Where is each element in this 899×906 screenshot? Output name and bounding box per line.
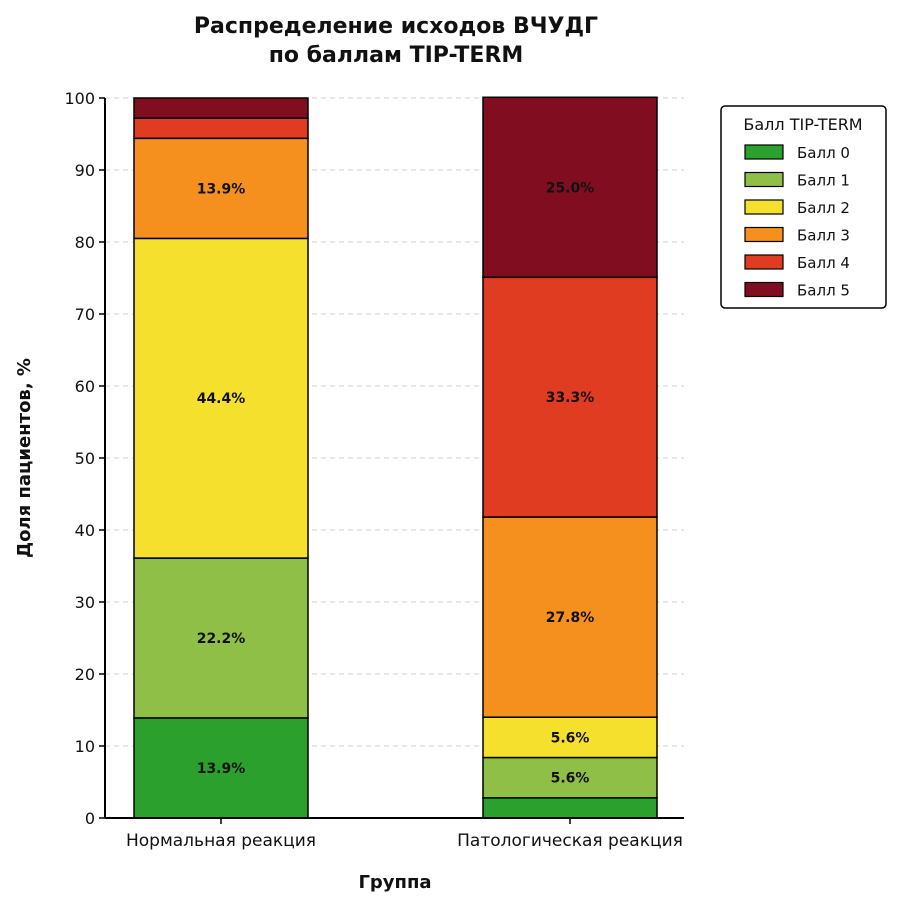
data-label: 5.6% [551,730,590,746]
grid-lines [105,97,684,747]
chart-title-line-1: Распределение исходов ВЧУДГ [194,14,598,39]
legend-swatch [744,226,784,243]
data-label: 13.9% [197,761,246,777]
bar-segment [482,516,658,718]
x-tick-label: Нормальная реакция [126,831,316,851]
data-label: 27.8% [546,610,595,626]
y-tick-label: 10 [75,737,95,756]
data-label: 33.3% [546,390,595,406]
bar-segment [482,797,658,819]
y-tick-label: 70 [75,305,95,324]
legend-swatch [744,144,784,160]
chart-title-line-2: по баллам TIP-TERM [269,43,524,68]
x-axis-label: Группа [358,872,431,893]
legend-label: Балл 4 [797,254,850,272]
y-axis-ticks: 0 10 20 30 40 50 60 70 80 90 100 [64,89,105,828]
bar-segment [133,117,309,140]
legend-label: Балл 1 [797,172,850,190]
legend-label: Балл 3 [797,227,850,245]
x-axis-ticks: Нормальная реакция Патологическая реакция [126,818,683,851]
bar-segment [482,276,658,518]
legend-swatch [744,199,784,215]
data-label: 13.9% [197,181,246,197]
y-axis-label: Доля пациентов, % [14,358,35,558]
legend-swatch [744,281,784,298]
data-label: 25.0% [546,180,595,196]
bar-segment [482,96,658,279]
legend-title: Балл TIP-TERM [743,115,862,134]
bar-segment [133,557,309,719]
x-tick-label: Патологическая реакция [457,831,683,851]
y-tick-label: 90 [75,161,95,180]
y-tick-label: 100 [64,89,95,108]
y-tick-label: 40 [75,521,95,540]
legend-label: Балл 0 [797,144,850,162]
legend-label: Балл 5 [797,282,850,300]
data-label: 44.4% [197,391,246,407]
y-tick-label: 0 [85,809,95,828]
bar-segment [133,97,309,119]
legend-swatch [744,171,784,188]
data-label: 5.6% [551,771,590,787]
y-tick-label: 20 [75,665,95,684]
bars [133,96,658,819]
data-label: 22.2% [197,631,246,647]
y-tick-label: 30 [75,593,95,612]
legend-swatch [744,254,784,270]
bar-segment [133,237,309,559]
y-tick-label: 50 [75,449,95,468]
bar-segment [133,717,309,819]
legend-items: Балл 0 Балл 1 Балл 2 Балл 3 Балл 4 Балл 5 [744,144,850,300]
y-tick-label: 60 [75,377,95,396]
data-labels: 13.9% 22.2% 44.4% 13.9% 5.6% 5.6% 27.8% 33.3% 25… [197,180,595,786]
y-tick-label: 80 [75,233,95,252]
legend-label: Балл 2 [797,199,850,217]
